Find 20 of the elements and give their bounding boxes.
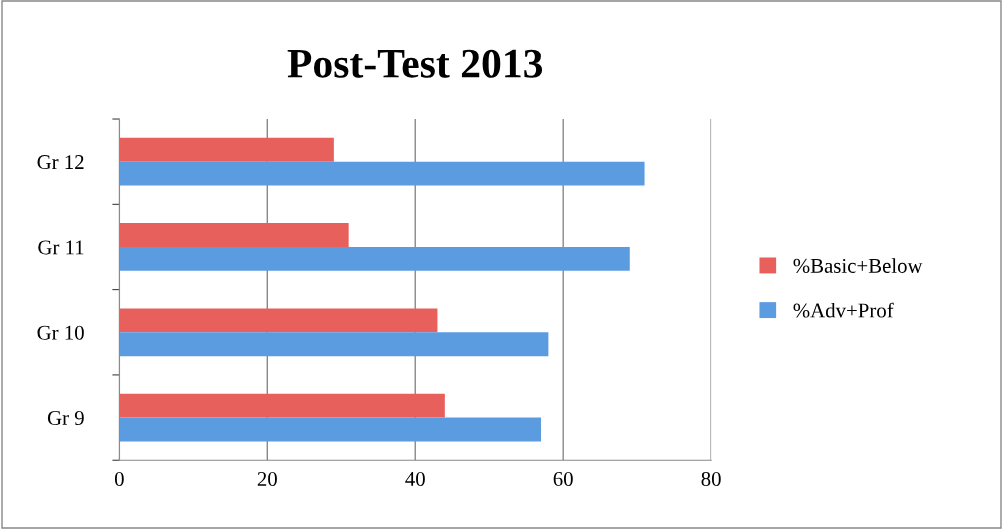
x-tick-label: 80: [701, 471, 721, 486]
bar: [119, 137, 334, 162]
legend-label: %Adv+Prof: [793, 302, 894, 318]
y-tick-label: Gr 9: [47, 411, 84, 426]
x-tick-label: 40: [405, 471, 425, 486]
bar: [119, 308, 438, 333]
bar: [119, 417, 541, 442]
bar: [119, 223, 349, 247]
bar: [119, 161, 645, 186]
x-tick-label: 20: [257, 471, 277, 486]
y-tick-label: Gr 12: [37, 155, 84, 170]
y-tick-label: Gr 11: [38, 240, 84, 255]
y-tick-label: Gr 10: [37, 325, 84, 340]
chart-title: Post-Test 2013: [287, 49, 543, 78]
legend-label: %Basic+Below: [793, 258, 923, 273]
x-tick-label: 0: [114, 471, 124, 486]
bar: [119, 246, 630, 271]
x-tick-label: 60: [553, 471, 573, 486]
bar: [119, 393, 445, 418]
bar: [119, 332, 549, 357]
